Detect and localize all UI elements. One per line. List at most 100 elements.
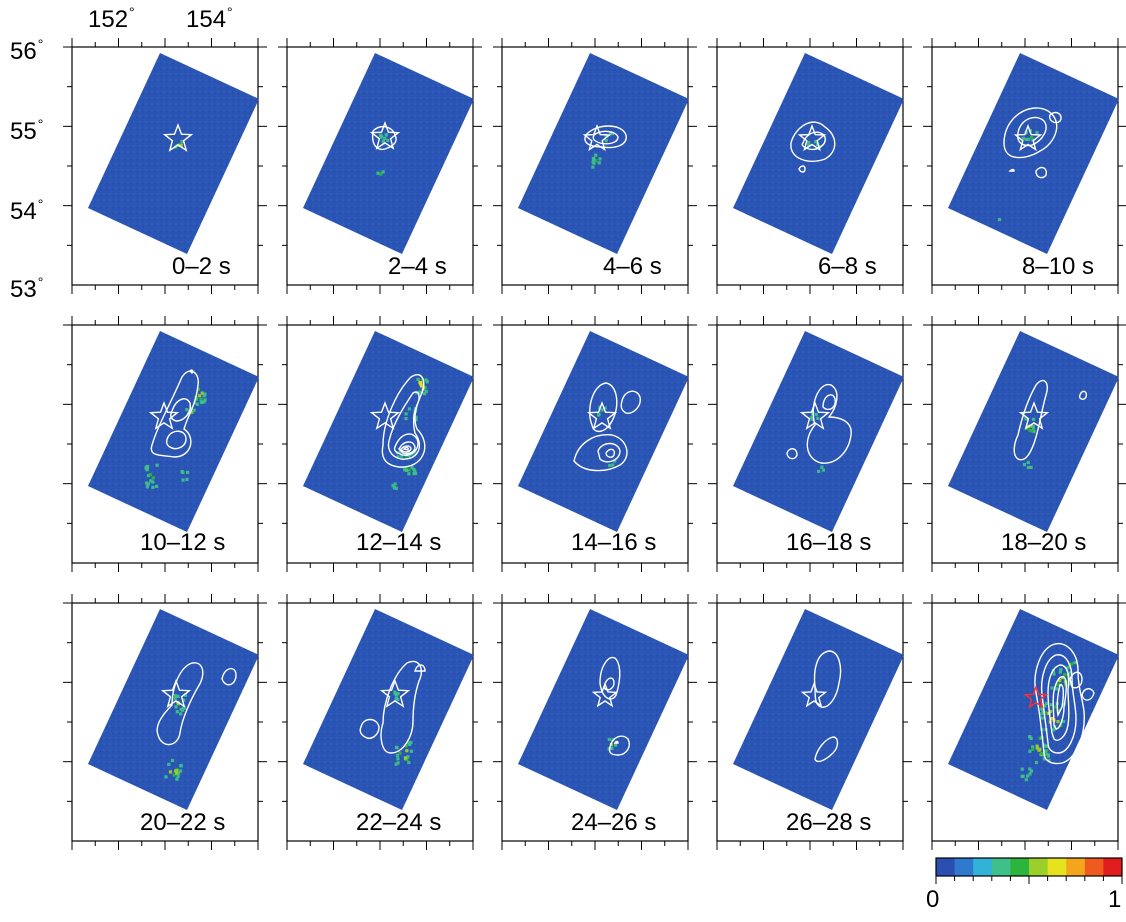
colorbar-segment <box>1084 858 1104 876</box>
panel-label-5: 10–12 s <box>140 529 226 556</box>
panel-5 <box>63 316 267 572</box>
slip-image <box>303 609 474 810</box>
panel-ticks <box>708 38 912 294</box>
colorbar-segment <box>991 858 1011 876</box>
lat-tick-label-56: 56° <box>10 36 44 65</box>
slip-image <box>303 331 474 532</box>
panel-ticks <box>63 594 267 850</box>
panel-ticks <box>278 316 482 572</box>
panel-label-1: 2–4 s <box>388 253 447 280</box>
epicenter-star-icon <box>1013 123 1043 152</box>
panel-ticks <box>923 594 1126 850</box>
slip-contours <box>573 382 641 472</box>
panel-label-12: 24–26 s <box>571 809 657 836</box>
panel-ticks <box>493 316 697 572</box>
panel-ticks <box>63 316 267 572</box>
panel-1 <box>278 38 482 294</box>
panel-13 <box>708 594 912 850</box>
panel-ticks <box>63 38 267 294</box>
panel-4 <box>923 38 1126 294</box>
panel-label-6: 12–14 s <box>356 529 442 556</box>
panel-0 <box>63 38 267 294</box>
colorbar-segment <box>1029 858 1049 876</box>
panel-3 <box>708 38 912 294</box>
slip-contours <box>786 384 852 464</box>
slip-image <box>88 609 259 810</box>
colorbar-segment <box>1047 858 1067 876</box>
colorbar <box>935 857 1123 884</box>
epicenter-star-icon <box>162 123 194 152</box>
panel-label-10: 20–22 s <box>140 809 226 836</box>
panel-9 <box>923 316 1126 572</box>
panel-ticks <box>493 594 697 850</box>
colorbar-segment <box>954 858 974 876</box>
epicenter-star-icon <box>1018 401 1050 430</box>
slip-hotspots <box>376 133 390 176</box>
panel-ticks <box>493 38 697 294</box>
slip-image <box>518 331 689 532</box>
slip-contours <box>359 660 426 754</box>
epicenter-star-icon <box>1023 684 1049 709</box>
colorbar-min-label: 0 <box>926 886 940 913</box>
colorbar-segment <box>1066 858 1086 876</box>
slip-contours <box>1034 642 1095 765</box>
panel-label-4: 8–10 s <box>1022 253 1095 280</box>
epicenter-star-icon <box>379 679 411 708</box>
epicenter-star-icon <box>160 679 192 708</box>
epicenter-star-icon <box>369 121 401 150</box>
epicenter-star-icon <box>799 401 831 430</box>
slip-contours <box>156 662 237 746</box>
panel-label-0: 0–2 s <box>172 253 231 280</box>
panel-6 <box>278 316 482 572</box>
slip-contours <box>381 374 426 468</box>
panel-ticks <box>708 594 912 850</box>
slip-contours <box>1003 107 1062 179</box>
panel-2 <box>493 38 697 294</box>
colorbar-max-label: 1 <box>1108 886 1122 913</box>
panel-label-13: 26–28 s <box>786 809 872 836</box>
slip-image <box>303 53 474 254</box>
lon-tick-label-152: 152° <box>88 4 135 33</box>
epicenter-star-icon <box>800 682 828 708</box>
panel-label-2: 4–6 s <box>603 253 662 280</box>
panel-12 <box>493 594 697 850</box>
slip-contours <box>584 125 627 149</box>
epicenter-star-icon <box>797 123 827 152</box>
lat-tick-label-53: 53° <box>10 274 44 303</box>
panel-10 <box>63 594 267 850</box>
colorbar-segment <box>1010 858 1030 876</box>
panel-ticks <box>278 594 482 850</box>
colorbar-segment <box>973 858 993 876</box>
panel-label-3: 6–8 s <box>818 253 877 280</box>
slip-contours <box>599 656 630 756</box>
panel-label-7: 14–16 s <box>571 529 657 556</box>
panel-label-9: 18–20 s <box>1001 529 1087 556</box>
slip-image <box>733 53 904 254</box>
lat-tick-label-54: 54° <box>10 196 44 225</box>
epicenter-star-icon <box>586 401 618 430</box>
panel-ticks <box>278 38 482 294</box>
epicenter-star-icon <box>591 682 619 708</box>
panel-label-8: 16–18 s <box>786 529 872 556</box>
slip-image <box>518 53 689 254</box>
panel-8 <box>708 316 912 572</box>
slip-image <box>88 53 259 254</box>
slip-contours <box>1013 379 1088 461</box>
slip-image <box>518 609 689 810</box>
colorbar-segment <box>1103 858 1123 876</box>
panel-ticks <box>708 316 912 572</box>
panel-7 <box>493 316 697 572</box>
slip-image <box>733 331 904 532</box>
slip-hotspots <box>393 690 413 766</box>
lon-tick-label-154: 154° <box>186 4 233 33</box>
panel-14 <box>923 594 1126 850</box>
panel-11 <box>278 594 482 850</box>
epicenter-star-icon <box>369 401 401 430</box>
epicenter-star-icon <box>148 401 180 430</box>
slip-image <box>733 609 904 810</box>
slip-contours <box>150 369 199 458</box>
slip-hotspots <box>591 131 615 169</box>
epicenter-star-icon <box>582 123 612 152</box>
colorbar-segment <box>936 858 956 876</box>
